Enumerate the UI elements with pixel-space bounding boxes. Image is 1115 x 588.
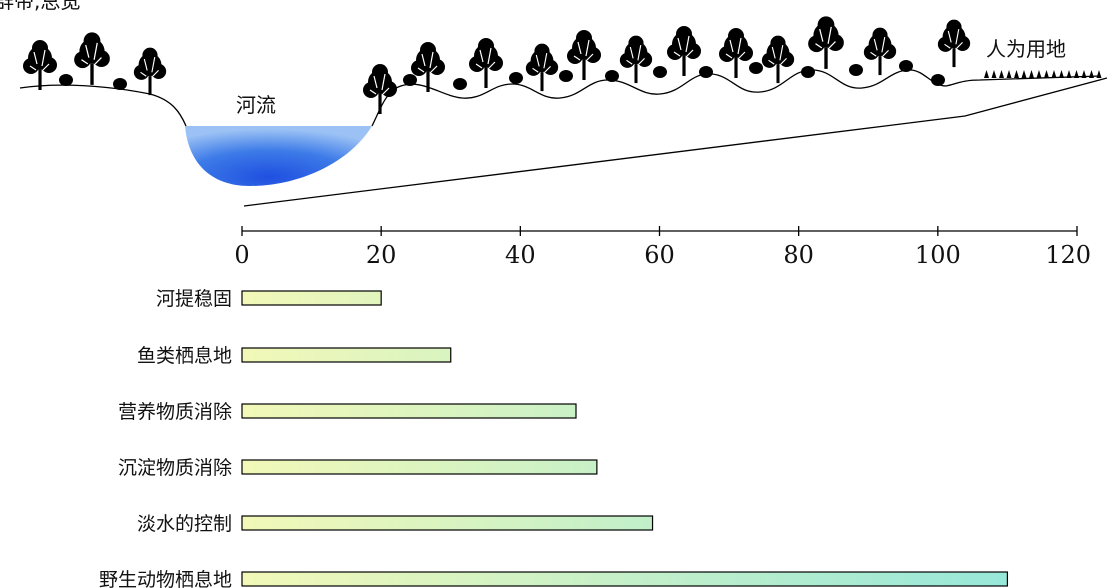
category-label: 鱼类栖息地 xyxy=(137,345,232,367)
crop-mark xyxy=(991,70,997,78)
crop-mark xyxy=(1096,70,1102,78)
tree-icon xyxy=(73,31,111,86)
bar xyxy=(241,403,577,419)
crop-mark xyxy=(1014,70,1019,78)
crop-mark xyxy=(1081,70,1087,78)
crop-mark xyxy=(984,70,989,78)
shrub-icon xyxy=(653,66,667,78)
category-label: 野生动物栖息地 xyxy=(99,569,232,588)
bar xyxy=(241,515,654,531)
crop-mark xyxy=(1066,70,1072,78)
human-land-label: 人为用地 xyxy=(986,37,1066,61)
top-left-text-fragment: 群带,总宽 xyxy=(0,0,80,13)
shrub-icon xyxy=(403,74,417,86)
crop-mark xyxy=(1059,70,1064,78)
tree-icon xyxy=(807,15,845,70)
shrub-icon xyxy=(605,70,619,82)
category-label: 营养物质消除 xyxy=(118,401,232,423)
crop-mark xyxy=(999,70,1004,78)
x-tick-label: 20 xyxy=(366,241,397,269)
bar xyxy=(241,347,452,363)
bar xyxy=(241,459,598,475)
crop-row-icon xyxy=(984,70,1102,78)
tree-icon xyxy=(362,63,398,115)
shrub-icon xyxy=(801,66,815,78)
shrub-icon xyxy=(453,78,467,90)
category-label: 淡水的控制 xyxy=(137,513,232,535)
tree-icon xyxy=(619,35,653,84)
right-bank-terrain-line xyxy=(371,69,1101,127)
tree-icon xyxy=(666,25,702,77)
shrub-icon xyxy=(849,64,863,76)
shrub-icon xyxy=(509,72,523,84)
shrub-icon xyxy=(113,78,127,90)
crop-mark xyxy=(1051,70,1057,78)
bar xyxy=(241,571,1009,587)
crop-mark xyxy=(1036,70,1042,78)
tree-icon xyxy=(937,19,971,68)
crop-mark xyxy=(1021,70,1027,78)
slope-line xyxy=(243,77,1108,207)
x-tick-label: 100 xyxy=(915,241,961,269)
tree-icon xyxy=(133,47,167,96)
crop-mark xyxy=(1029,70,1034,78)
tree-icon xyxy=(22,39,58,91)
x-axis: 0 20 40 60 80 100 120 xyxy=(234,226,1091,269)
forest-trees xyxy=(22,15,971,115)
crop-mark xyxy=(1006,70,1012,78)
crop-mark xyxy=(1074,70,1079,78)
bar xyxy=(241,290,382,306)
x-tick-label: 80 xyxy=(783,241,814,269)
shrub-icon xyxy=(59,74,73,86)
left-bank-line xyxy=(19,84,187,127)
category-label: 沉淀物质消除 xyxy=(118,457,232,479)
shrub-icon xyxy=(699,66,713,78)
tree-icon xyxy=(468,37,504,89)
shrub-icon xyxy=(931,74,945,86)
crop-mark xyxy=(1044,70,1049,78)
shrub-icon xyxy=(899,60,913,72)
category-label: 河提稳固 xyxy=(156,288,232,310)
river-label: 河流 xyxy=(236,93,276,117)
x-tick-label: 60 xyxy=(644,241,675,269)
tree-icon xyxy=(761,35,795,84)
shrub-icon xyxy=(559,70,573,82)
tree-icon xyxy=(525,43,559,92)
tree-icon xyxy=(566,29,602,81)
x-tick-label: 40 xyxy=(505,241,536,269)
tree-icon xyxy=(718,27,754,79)
x-tick-label: 120 xyxy=(1045,241,1091,269)
tree-icon xyxy=(863,27,897,76)
crop-mark xyxy=(1089,70,1094,78)
x-tick-label: 0 xyxy=(234,241,249,269)
river-water xyxy=(185,126,372,186)
shrub-icon xyxy=(749,62,763,74)
